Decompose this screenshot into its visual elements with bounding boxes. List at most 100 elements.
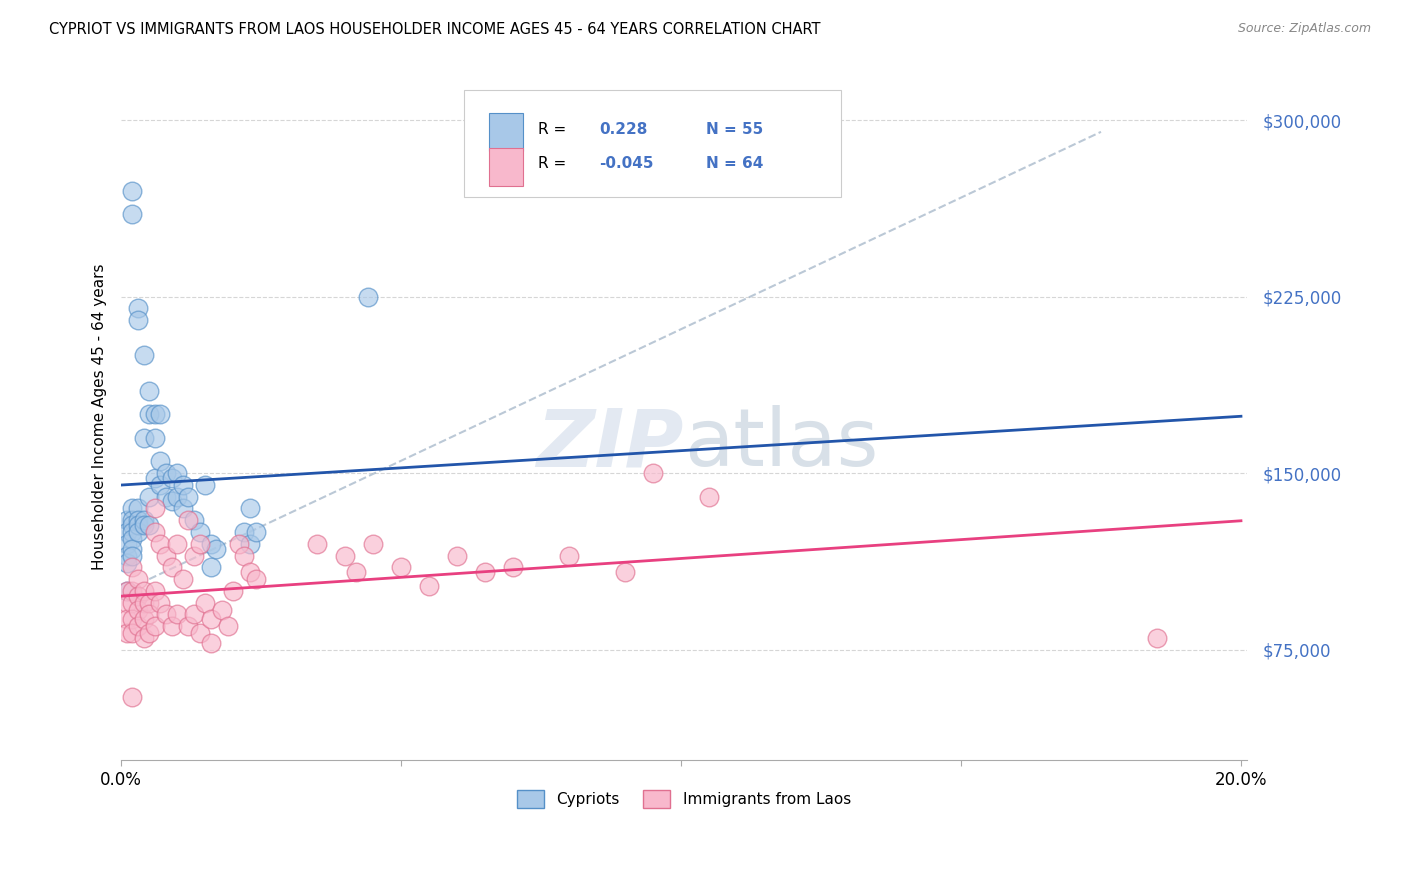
Point	[121, 518, 143, 533]
Point	[155, 607, 177, 622]
Point	[211, 603, 233, 617]
Point	[333, 549, 356, 563]
Point	[217, 619, 239, 633]
Text: R =: R =	[537, 122, 565, 137]
Point	[474, 565, 496, 579]
Point	[143, 501, 166, 516]
Point	[1146, 631, 1168, 645]
FancyBboxPatch shape	[489, 148, 523, 186]
Point	[115, 612, 138, 626]
Point	[127, 572, 149, 586]
Point	[121, 560, 143, 574]
Point	[166, 490, 188, 504]
Point	[205, 541, 228, 556]
Point	[143, 619, 166, 633]
Point	[245, 572, 267, 586]
Point	[121, 184, 143, 198]
Point	[418, 579, 440, 593]
Point	[132, 349, 155, 363]
Point	[200, 537, 222, 551]
Point	[115, 556, 138, 570]
Point	[115, 549, 138, 563]
Point	[172, 501, 194, 516]
Point	[127, 513, 149, 527]
Point	[127, 589, 149, 603]
Text: Source: ZipAtlas.com: Source: ZipAtlas.com	[1237, 22, 1371, 36]
Point	[127, 501, 149, 516]
Point	[121, 690, 143, 704]
Point	[160, 560, 183, 574]
Point	[121, 549, 143, 563]
Point	[115, 596, 138, 610]
Point	[614, 565, 637, 579]
Point	[188, 626, 211, 640]
Point	[239, 537, 262, 551]
Text: R =: R =	[537, 156, 565, 171]
Text: 0.228: 0.228	[599, 122, 648, 137]
Point	[127, 619, 149, 633]
Point	[127, 313, 149, 327]
Point	[361, 537, 384, 551]
Point	[143, 583, 166, 598]
Point	[160, 494, 183, 508]
Point	[115, 537, 138, 551]
Point	[188, 524, 211, 539]
Point	[138, 490, 160, 504]
Text: ZIP: ZIP	[537, 405, 683, 483]
Point	[155, 490, 177, 504]
Point	[172, 572, 194, 586]
Point	[121, 541, 143, 556]
Point	[200, 560, 222, 574]
Point	[132, 583, 155, 598]
Point	[138, 407, 160, 421]
Point	[138, 518, 160, 533]
FancyBboxPatch shape	[489, 113, 523, 152]
Point	[143, 524, 166, 539]
Point	[160, 619, 183, 633]
Point	[143, 471, 166, 485]
Point	[177, 619, 200, 633]
Point	[166, 607, 188, 622]
Point	[143, 407, 166, 421]
Text: CYPRIOT VS IMMIGRANTS FROM LAOS HOUSEHOLDER INCOME AGES 45 - 64 YEARS CORRELATIO: CYPRIOT VS IMMIGRANTS FROM LAOS HOUSEHOL…	[49, 22, 821, 37]
Point	[155, 549, 177, 563]
Point	[502, 560, 524, 574]
Point	[446, 549, 468, 563]
Point	[697, 490, 720, 504]
Point	[183, 549, 205, 563]
Point	[138, 596, 160, 610]
Point	[127, 603, 149, 617]
Text: N = 64: N = 64	[706, 156, 763, 171]
Point	[132, 596, 155, 610]
Point	[233, 524, 256, 539]
Point	[307, 537, 329, 551]
Point	[389, 560, 412, 574]
Point	[356, 290, 378, 304]
Point	[115, 513, 138, 527]
Text: N = 55: N = 55	[706, 122, 763, 137]
Point	[121, 626, 143, 640]
Point	[127, 301, 149, 316]
Point	[121, 501, 143, 516]
Point	[138, 626, 160, 640]
Point	[177, 513, 200, 527]
Point	[643, 466, 665, 480]
Point	[166, 537, 188, 551]
Text: atlas: atlas	[683, 405, 879, 483]
Text: -0.045: -0.045	[599, 156, 654, 171]
Point	[115, 626, 138, 640]
FancyBboxPatch shape	[464, 90, 841, 197]
Point	[115, 583, 138, 598]
Point	[149, 596, 172, 610]
Legend: Cypriots, Immigrants from Laos: Cypriots, Immigrants from Laos	[510, 784, 858, 814]
Point	[239, 565, 262, 579]
Point	[200, 635, 222, 649]
Point	[121, 583, 143, 598]
Point	[177, 490, 200, 504]
Point	[115, 524, 138, 539]
Point	[121, 532, 143, 546]
Point	[121, 513, 143, 527]
Point	[194, 596, 217, 610]
Point	[121, 596, 143, 610]
Point	[138, 607, 160, 622]
